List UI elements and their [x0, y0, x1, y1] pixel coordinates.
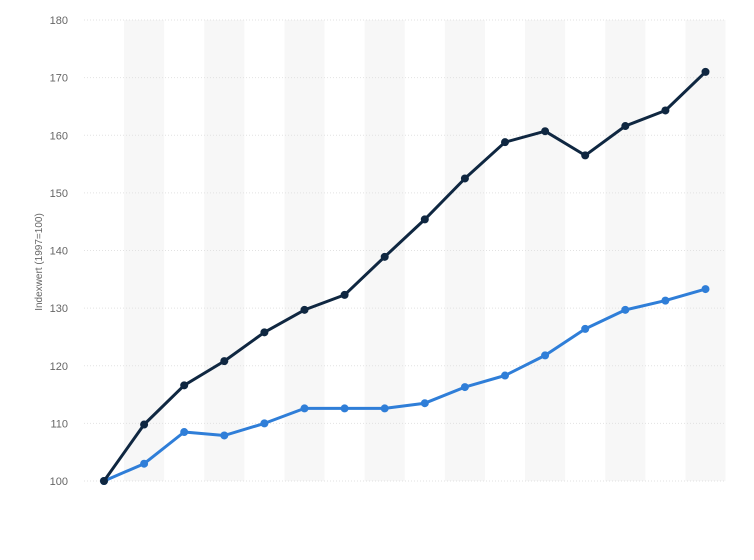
series-line [102, 287, 707, 483]
data-point [420, 399, 429, 408]
y-axis-title: Indexwert (1997=100) [34, 213, 45, 311]
data-point [380, 404, 389, 413]
data-point [581, 324, 590, 333]
data-point [541, 127, 550, 136]
data-point [220, 431, 229, 440]
y-tick-label: 120 [50, 361, 68, 373]
data-point [661, 296, 670, 305]
data-point [701, 285, 710, 294]
y-axis-ticks: 100 110 120 130 140 150 160 170 180 [50, 15, 68, 488]
data-point [220, 357, 229, 366]
data-point [140, 459, 149, 468]
data-point [621, 122, 630, 131]
series-group [100, 67, 710, 485]
data-point [661, 106, 670, 115]
series-2 [100, 285, 710, 485]
data-point [140, 420, 149, 429]
data-point [460, 383, 469, 392]
data-point [300, 305, 309, 314]
data-point [621, 305, 630, 314]
y-tick-label: 140 [50, 246, 68, 258]
data-point [260, 328, 269, 337]
data-point [260, 419, 269, 428]
data-point [180, 428, 189, 437]
series-1 [100, 67, 710, 485]
y-tick-label: 170 [50, 73, 68, 85]
data-point [420, 215, 429, 224]
data-point [100, 477, 108, 485]
plot-band [605, 20, 646, 481]
y-tick-label: 130 [50, 303, 68, 315]
data-point [340, 404, 349, 413]
plot-background-bands [124, 20, 726, 481]
y-tick-label: 180 [50, 15, 68, 27]
series-line [102, 70, 707, 483]
data-point [701, 67, 710, 76]
data-point [501, 138, 509, 147]
data-point [340, 290, 349, 299]
data-point [501, 371, 509, 380]
y-tick-label: 160 [50, 130, 68, 142]
y-tick-label: 100 [50, 476, 68, 488]
y-tick-label: 150 [50, 188, 68, 200]
data-point [180, 381, 189, 390]
y-tick-label: 110 [50, 418, 68, 430]
plot-band [444, 20, 485, 481]
data-point [300, 404, 309, 413]
data-point [460, 174, 469, 183]
data-point [581, 151, 590, 160]
data-point [380, 252, 389, 261]
data-point [541, 351, 550, 360]
